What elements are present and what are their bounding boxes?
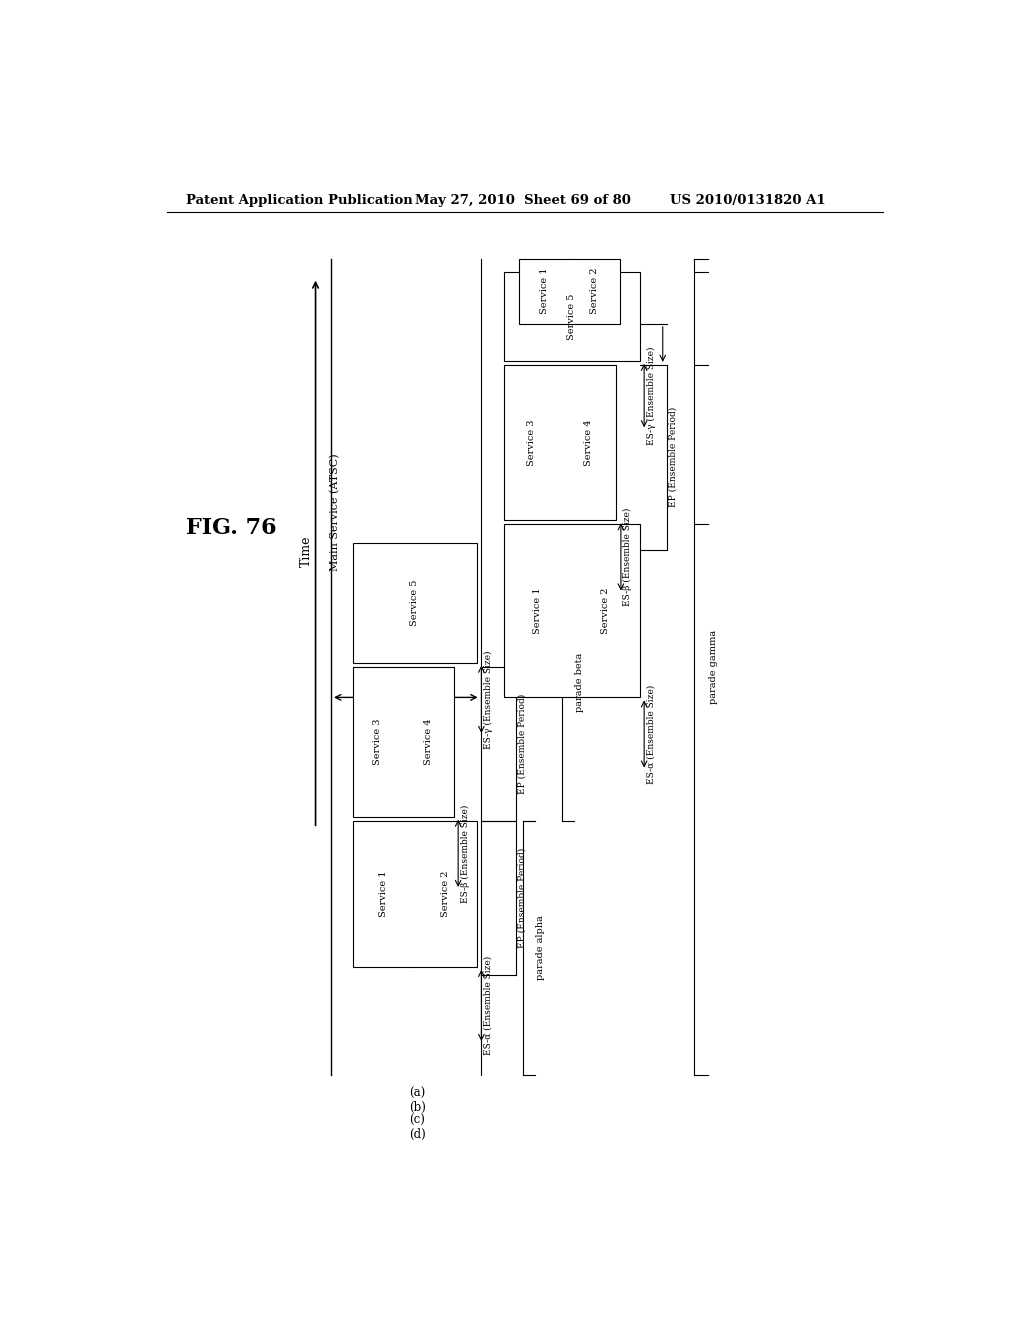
- Text: ES-γ (Ensemble Size): ES-γ (Ensemble Size): [646, 346, 655, 445]
- Text: Service 4: Service 4: [424, 718, 433, 764]
- Text: Service 1: Service 1: [379, 870, 388, 917]
- Text: parade beta: parade beta: [575, 652, 584, 711]
- Text: Service 1: Service 1: [534, 587, 543, 634]
- Text: (b): (b): [409, 1101, 426, 1114]
- Text: EP (Ensemble Period): EP (Ensemble Period): [669, 407, 677, 507]
- Text: Service 2: Service 2: [441, 870, 451, 917]
- Text: Service 3: Service 3: [527, 420, 537, 466]
- Bar: [352, 821, 477, 966]
- Bar: [352, 544, 477, 663]
- Text: US 2010/0131820 A1: US 2010/0131820 A1: [671, 194, 826, 207]
- Bar: [504, 364, 616, 520]
- Text: ES-β (Ensemble Size): ES-β (Ensemble Size): [461, 804, 470, 903]
- Text: ES-α (Ensemble Size): ES-α (Ensemble Size): [483, 956, 493, 1055]
- Text: (d): (d): [409, 1127, 425, 1140]
- Text: Main Service (ATSC): Main Service (ATSC): [330, 454, 340, 572]
- Text: (a): (a): [409, 1088, 425, 1101]
- Text: EP (Ensemble Period): EP (Ensemble Period): [517, 847, 526, 948]
- Text: Service 5: Service 5: [411, 579, 419, 626]
- Text: Service 2: Service 2: [591, 268, 599, 314]
- Bar: [504, 524, 640, 697]
- Text: parade gamma: parade gamma: [710, 630, 718, 704]
- Text: Service 3: Service 3: [374, 718, 382, 764]
- Bar: [504, 272, 640, 360]
- Text: Service 5: Service 5: [567, 293, 577, 339]
- Text: parade alpha: parade alpha: [537, 915, 546, 979]
- Text: ES-α (Ensemble Size): ES-α (Ensemble Size): [646, 684, 655, 784]
- Text: Service 1: Service 1: [540, 268, 549, 314]
- Text: ES-γ (Ensemble Size): ES-γ (Ensemble Size): [483, 649, 493, 748]
- Text: Service 4: Service 4: [584, 420, 593, 466]
- Text: Time: Time: [300, 536, 312, 566]
- Bar: [352, 667, 454, 817]
- Text: FIG. 76: FIG. 76: [186, 517, 276, 539]
- Text: 19.2Mbps: 19.2Mbps: [378, 681, 434, 692]
- Text: EP (Ensemble Period): EP (Ensemble Period): [517, 693, 526, 793]
- Text: ES-β (Ensemble Size): ES-β (Ensemble Size): [624, 508, 633, 606]
- Text: Service 2: Service 2: [601, 587, 610, 634]
- Text: May 27, 2010  Sheet 69 of 80: May 27, 2010 Sheet 69 of 80: [415, 194, 631, 207]
- Text: Patent Application Publication: Patent Application Publication: [186, 194, 413, 207]
- Bar: [519, 259, 621, 323]
- Text: (c): (c): [410, 1114, 425, 1127]
